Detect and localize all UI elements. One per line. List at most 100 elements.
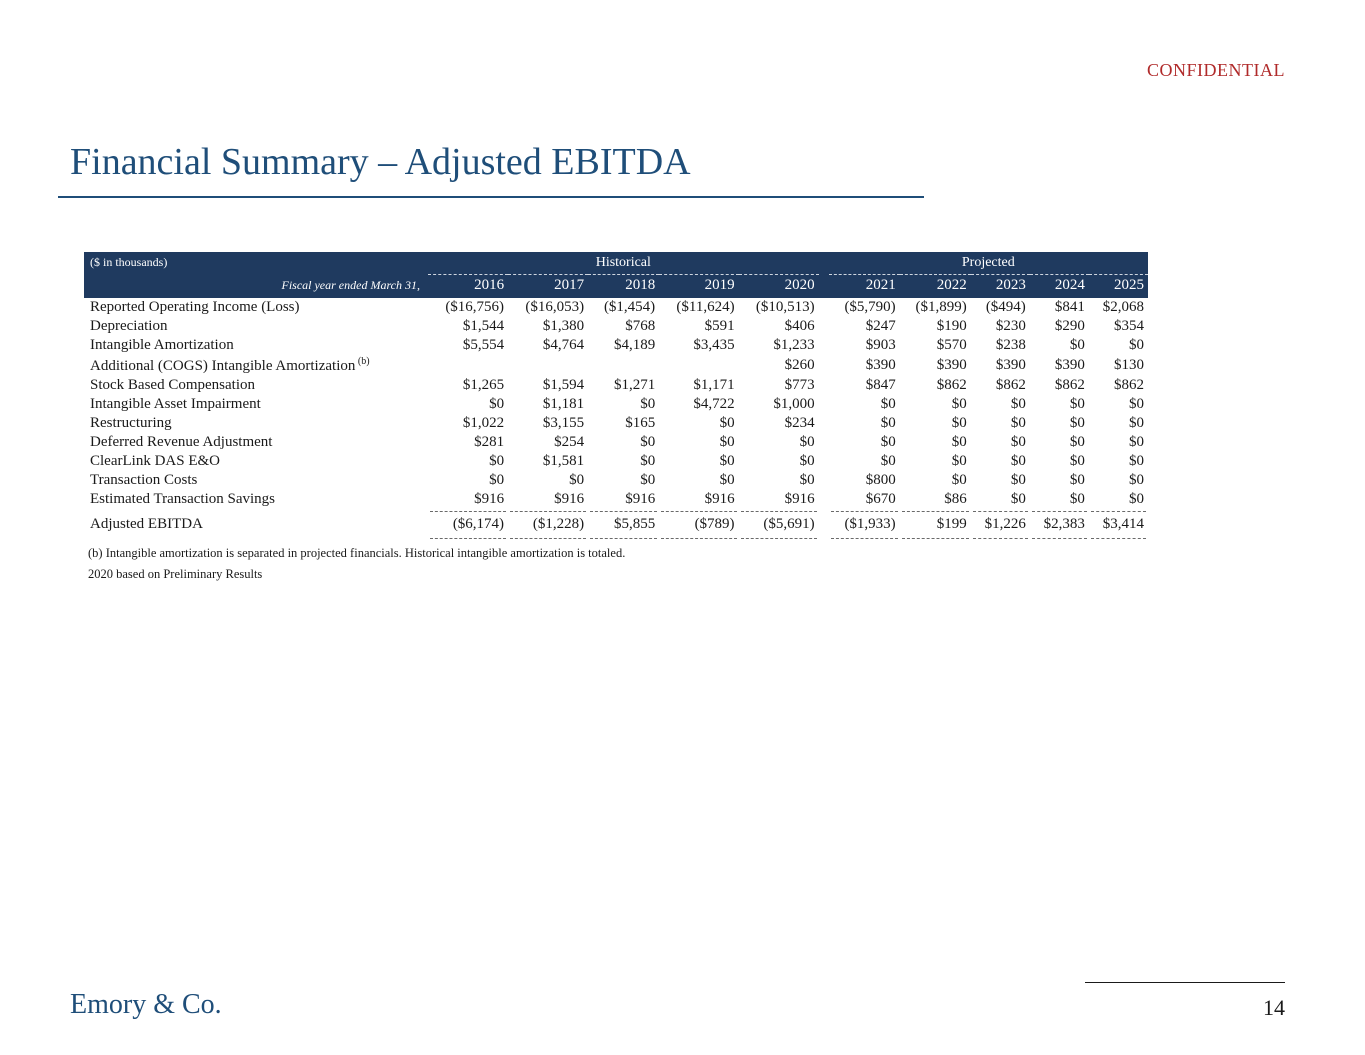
data-cell: $0	[1089, 490, 1148, 509]
data-cell: $862	[1089, 376, 1148, 395]
data-cell: $0	[1030, 336, 1089, 355]
data-cell: $0	[829, 433, 900, 452]
data-cell: $0	[659, 414, 738, 433]
data-cell: $1,544	[428, 317, 508, 336]
data-cell: $354	[1089, 317, 1148, 336]
units-label: ($ in thousands)	[84, 252, 428, 275]
brand-logo: Emory & Co.	[70, 989, 222, 1021]
total-cell: ($5,691)	[739, 513, 819, 536]
header-spacer	[819, 275, 829, 299]
row-label: Stock Based Compensation	[84, 376, 428, 395]
row-label: Restructuring	[84, 414, 428, 433]
data-cell: $0	[588, 471, 659, 490]
data-cell: $0	[428, 395, 508, 414]
slide: CONFIDENTIAL Financial Summary – Adjuste…	[0, 0, 1365, 1055]
table-row: Reported Operating Income (Loss)($16,756…	[84, 298, 1148, 317]
data-cell: $390	[829, 355, 900, 376]
spacer-cell	[819, 298, 829, 317]
data-cell: $0	[900, 414, 971, 433]
data-cell: $0	[1089, 471, 1148, 490]
data-cell: $570	[900, 336, 971, 355]
footnote-b: (b) Intangible amortization is separated…	[84, 546, 1148, 561]
data-cell: $290	[1030, 317, 1089, 336]
data-cell: $0	[1030, 433, 1089, 452]
year-col: 2025	[1089, 275, 1148, 299]
table-row: Intangible Asset Impairment$0$1,181$0$4,…	[84, 395, 1148, 414]
total-row: Adjusted EBITDA ($6,174) ($1,228) $5,855…	[84, 513, 1148, 536]
section-historical: Historical	[428, 252, 819, 275]
data-cell: $670	[829, 490, 900, 509]
section-projected: Projected	[829, 252, 1148, 275]
data-cell: $1,581	[508, 452, 588, 471]
data-cell: $0	[659, 433, 738, 452]
table-header-sections: ($ in thousands) Historical Projected	[84, 252, 1148, 275]
data-cell: $0	[971, 452, 1030, 471]
data-cell: $238	[971, 336, 1030, 355]
data-cell: $281	[428, 433, 508, 452]
total-label: Adjusted EBITDA	[84, 513, 428, 536]
year-col: 2018	[588, 275, 659, 299]
data-cell: $0	[1030, 395, 1089, 414]
row-label: Transaction Costs	[84, 471, 428, 490]
table-row: Transaction Costs$0$0$0$0$0$800$0$0$0$0	[84, 471, 1148, 490]
data-cell: $0	[971, 490, 1030, 509]
row-label: ClearLink DAS E&O	[84, 452, 428, 471]
data-cell: $1,171	[659, 376, 738, 395]
data-cell: $862	[1030, 376, 1089, 395]
data-cell: $0	[971, 471, 1030, 490]
total-cell: ($789)	[659, 513, 738, 536]
table-header-years: Fiscal year ended March 31, 2016 2017 20…	[84, 275, 1148, 299]
row-label: Intangible Asset Impairment	[84, 395, 428, 414]
total-cell: ($1,228)	[508, 513, 588, 536]
year-col: 2016	[428, 275, 508, 299]
data-cell: $916	[588, 490, 659, 509]
data-cell: $0	[588, 452, 659, 471]
data-cell: $0	[659, 452, 738, 471]
data-cell: $0	[659, 471, 738, 490]
spacer-cell	[819, 336, 829, 355]
footnote-2020: 2020 based on Preliminary Results	[84, 567, 1148, 582]
year-col: 2022	[900, 275, 971, 299]
total-cell: ($1,933)	[829, 513, 900, 536]
data-cell: ($10,513)	[739, 298, 819, 317]
data-cell: ($5,790)	[829, 298, 900, 317]
year-col: 2023	[971, 275, 1030, 299]
data-cell: $862	[971, 376, 1030, 395]
year-col: 2019	[659, 275, 738, 299]
data-cell: $800	[829, 471, 900, 490]
data-cell: $0	[1030, 452, 1089, 471]
data-cell: $390	[900, 355, 971, 376]
data-cell: $230	[971, 317, 1030, 336]
data-cell: $0	[1030, 490, 1089, 509]
data-cell: $86	[900, 490, 971, 509]
data-cell: $1,271	[588, 376, 659, 395]
data-cell: ($494)	[971, 298, 1030, 317]
total-cell: ($6,174)	[428, 513, 508, 536]
data-cell: $862	[900, 376, 971, 395]
data-cell: $4,722	[659, 395, 738, 414]
data-cell: $0	[1089, 414, 1148, 433]
data-cell: $0	[1089, 433, 1148, 452]
data-cell: $0	[1030, 414, 1089, 433]
table-row: Estimated Transaction Savings$916$916$91…	[84, 490, 1148, 509]
total-cell: $5,855	[588, 513, 659, 536]
data-cell: ($1,454)	[588, 298, 659, 317]
header-spacer	[819, 252, 829, 275]
page-title: Financial Summary – Adjusted EBITDA	[70, 140, 691, 184]
data-cell: $0	[971, 414, 1030, 433]
data-cell: $4,764	[508, 336, 588, 355]
data-cell: $0	[739, 471, 819, 490]
data-cell	[508, 355, 588, 376]
table-row: Additional (COGS) Intangible Amortizatio…	[84, 355, 1148, 376]
data-cell: $916	[739, 490, 819, 509]
table-row: Depreciation$1,544$1,380$768$591$406$247…	[84, 317, 1148, 336]
footnote-marker: (b)	[355, 356, 369, 367]
spacer-cell	[819, 317, 829, 336]
spacer-cell	[819, 452, 829, 471]
spacer-cell	[819, 395, 829, 414]
data-cell: $1,022	[428, 414, 508, 433]
table-row: Stock Based Compensation$1,265$1,594$1,2…	[84, 376, 1148, 395]
table-row: Deferred Revenue Adjustment$281$254$0$0$…	[84, 433, 1148, 452]
footer: Emory & Co. 14	[70, 989, 1285, 1021]
data-cell: $916	[508, 490, 588, 509]
